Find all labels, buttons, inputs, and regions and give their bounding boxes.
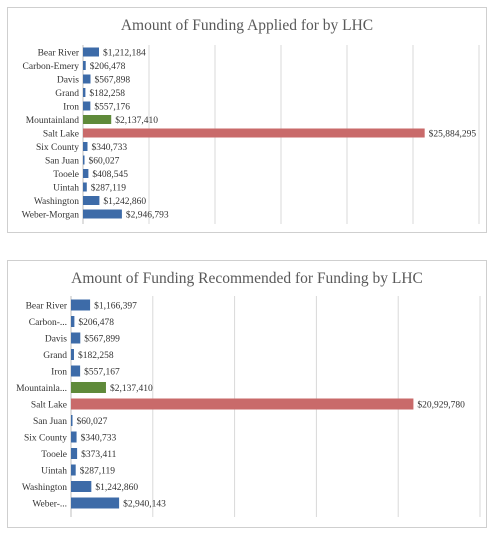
bar xyxy=(71,382,106,393)
chart-title: Amount of Funding Recommended for Fundin… xyxy=(71,270,423,287)
data-label: $340,733 xyxy=(91,142,127,153)
chart-panel-recommended: Amount of Funding Recommended for Fundin… xyxy=(7,260,487,528)
bar xyxy=(83,169,89,178)
data-label: $60,027 xyxy=(77,416,108,427)
bar xyxy=(83,182,87,192)
data-label: $206,478 xyxy=(78,317,114,328)
data-label: $2,946,793 xyxy=(126,210,169,221)
bar xyxy=(71,448,78,459)
data-label: $287,119 xyxy=(80,466,116,477)
bar xyxy=(83,196,100,205)
bar xyxy=(71,299,91,311)
bar xyxy=(83,61,86,70)
category-label: San Juan xyxy=(33,417,67,427)
data-label: $20,929,780 xyxy=(417,400,465,411)
category-label: Washington xyxy=(34,197,79,207)
category-label: Six County xyxy=(36,143,79,153)
bar xyxy=(83,47,100,57)
bar xyxy=(83,155,85,165)
data-label: $25,884,295 xyxy=(429,129,477,140)
category-label: Weber-... xyxy=(32,500,67,510)
chart-panel-applied: Amount of Funding Applied for by LHC Bea… xyxy=(7,7,487,233)
category-label: Six County xyxy=(24,434,67,444)
category-label: Iron xyxy=(51,368,67,378)
category-label: Bear River xyxy=(38,49,80,59)
data-label: $340,733 xyxy=(81,433,117,444)
bar xyxy=(71,398,414,410)
data-label: $557,176 xyxy=(94,102,130,113)
category-label: Uintah xyxy=(53,184,79,194)
bar xyxy=(71,332,81,344)
data-label: $1,166,397 xyxy=(94,301,137,312)
category-label: Mountainla... xyxy=(16,384,67,394)
bar xyxy=(71,431,77,443)
data-label: $567,899 xyxy=(84,334,120,345)
bar xyxy=(83,209,122,219)
category-label: Davis xyxy=(45,335,67,345)
category-label: Iron xyxy=(63,103,79,113)
bar-chart-applied: Bear River $1,212,184 Carbon-Emery $206,478… xyxy=(22,45,480,224)
data-label: $557,167 xyxy=(84,367,120,378)
data-label: $2,137,410 xyxy=(110,383,153,394)
data-label: $2,940,143 xyxy=(123,499,166,510)
bar xyxy=(83,142,88,151)
bar xyxy=(71,481,92,492)
bar xyxy=(83,74,91,84)
category-label: Weber-Morgan xyxy=(22,211,80,221)
data-label: $1,242,860 xyxy=(103,196,146,207)
category-label: Grand xyxy=(43,351,67,361)
bar xyxy=(71,349,74,360)
category-label: Uintah xyxy=(41,467,67,477)
bar xyxy=(71,415,73,426)
data-label: $60,027 xyxy=(89,156,120,167)
category-label: Tooele xyxy=(41,450,67,460)
chart-title: Amount of Funding Applied for by LHC xyxy=(120,17,374,34)
category-label: Salt Lake xyxy=(31,401,67,411)
data-label: $1,212,184 xyxy=(103,48,146,59)
category-label: Washington xyxy=(22,483,67,493)
bar xyxy=(71,365,81,377)
bar xyxy=(71,464,76,476)
data-label: $182,258 xyxy=(89,88,125,99)
category-label: Tooele xyxy=(53,170,79,180)
category-label: Davis xyxy=(57,76,79,86)
data-label: $182,258 xyxy=(78,350,114,361)
data-label: $287,119 xyxy=(91,183,127,194)
category-label: Grand xyxy=(55,89,79,99)
bar xyxy=(83,128,425,138)
bar-chart-recommended: Bear River $1,166,397 Carbon-... $206,478 Da… xyxy=(16,296,481,517)
data-label: $2,137,410 xyxy=(115,115,158,126)
data-label: $373,411 xyxy=(81,449,117,460)
data-label: $408,545 xyxy=(92,169,128,180)
category-label: Salt Lake xyxy=(43,130,79,140)
data-label: $206,478 xyxy=(90,61,126,72)
category-label: Carbon-Emery xyxy=(23,62,80,72)
bar xyxy=(83,115,112,124)
bar xyxy=(71,316,75,327)
category-label: Carbon-... xyxy=(29,318,67,328)
category-label: Bear River xyxy=(26,302,68,312)
bar xyxy=(83,101,91,111)
data-label: $567,898 xyxy=(94,75,130,86)
category-label: Mountainland xyxy=(26,116,80,126)
bar xyxy=(83,88,86,97)
bar xyxy=(71,497,120,509)
data-label: $1,242,860 xyxy=(95,482,138,493)
category-label: San Juan xyxy=(45,157,79,167)
